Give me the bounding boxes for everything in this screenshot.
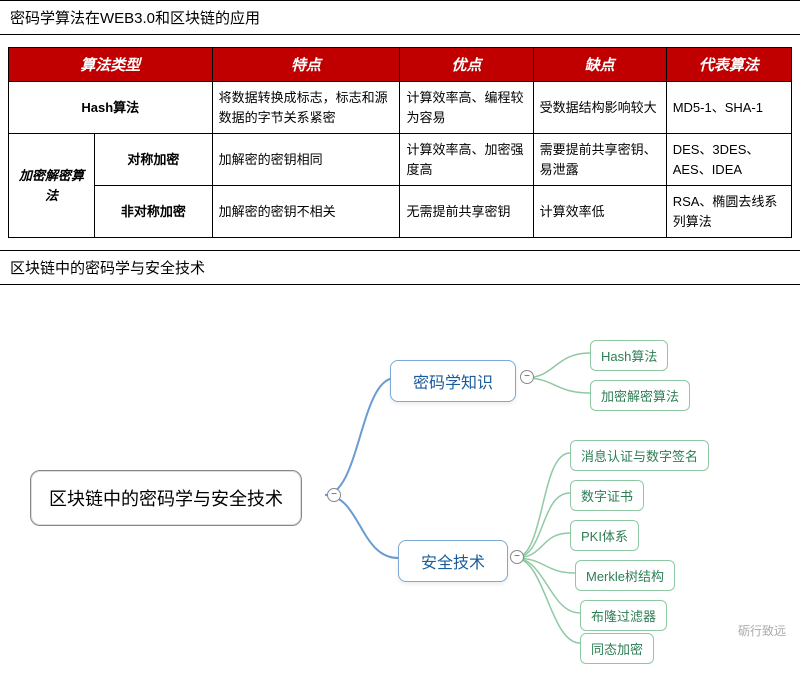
mindmap-leaf: 加密解密算法: [590, 380, 690, 411]
mindmap-leaf: 布隆过滤器: [580, 600, 667, 631]
th-feature: 特点: [212, 48, 400, 82]
mindmap-leaf: 同态加密: [580, 633, 654, 664]
algorithm-table: 算法类型 特点 优点 缺点 代表算法 Hash算法 将数据转换成标志，标志和源数…: [8, 47, 792, 238]
section2-title: 区块链中的密码学与安全技术: [0, 250, 800, 285]
mindmap: 区块链中的密码学与安全技术 − 密码学知识 − 安全技术 − Hash算法 加密…: [0, 285, 800, 645]
algorithm-table-wrap: 算法类型 特点 优点 缺点 代表算法 Hash算法 将数据转换成标志，标志和源数…: [0, 35, 800, 250]
cell-pros: 计算效率高、编程较为容易: [400, 82, 533, 134]
th-cons: 缺点: [533, 48, 666, 82]
cell-feature: 将数据转换成标志，标志和源数据的字节关系紧密: [212, 82, 400, 134]
mindmap-leaf: 消息认证与数字签名: [570, 440, 709, 471]
cell-feature: 加解密的密钥不相关: [212, 186, 400, 238]
cell-cons: 受数据结构影响较大: [533, 82, 666, 134]
mindmap-leaf: Merkle树结构: [575, 560, 675, 591]
toggle-icon[interactable]: −: [520, 370, 534, 384]
table-header-row: 算法类型 特点 优点 缺点 代表算法: [9, 48, 792, 82]
th-examples: 代表算法: [666, 48, 791, 82]
table-row: 非对称加密 加解密的密钥不相关 无需提前共享密钥 计算效率低 RSA、椭圆去线系…: [9, 186, 792, 238]
mindmap-leaf: Hash算法: [590, 340, 668, 371]
watermark-text: 砺行致远: [738, 622, 786, 639]
mindmap-leaf: 数字证书: [570, 480, 644, 511]
mindmap-leaf: PKI体系: [570, 520, 639, 551]
table-row: Hash算法 将数据转换成标志，标志和源数据的字节关系紧密 计算效率高、编程较为…: [9, 82, 792, 134]
cell-type: 非对称加密: [95, 186, 212, 238]
cell-examples: DES、3DES、AES、IDEA: [666, 134, 791, 186]
section1-title: 密码学算法在WEB3.0和区块链的应用: [0, 0, 800, 35]
cell-group: 加密解密算法: [9, 134, 95, 238]
toggle-icon[interactable]: −: [510, 550, 524, 564]
cell-feature: 加解密的密钥相同: [212, 134, 400, 186]
cell-examples: MD5-1、SHA-1: [666, 82, 791, 134]
cell-pros: 无需提前共享密钥: [400, 186, 533, 238]
mindmap-root: 区块链中的密码学与安全技术: [30, 470, 302, 526]
cell-cons: 需要提前共享密钥、易泄露: [533, 134, 666, 186]
mindmap-branch: 密码学知识: [390, 360, 516, 402]
cell-examples: RSA、椭圆去线系列算法: [666, 186, 791, 238]
cell-cons: 计算效率低: [533, 186, 666, 238]
table-row: 加密解密算法 对称加密 加解密的密钥相同 计算效率高、加密强度高 需要提前共享密…: [9, 134, 792, 186]
th-pros: 优点: [400, 48, 533, 82]
cell-type: 对称加密: [95, 134, 212, 186]
th-type: 算法类型: [9, 48, 213, 82]
cell-type: Hash算法: [9, 82, 213, 134]
toggle-icon[interactable]: −: [327, 488, 341, 502]
cell-pros: 计算效率高、加密强度高: [400, 134, 533, 186]
mindmap-branch: 安全技术: [398, 540, 508, 582]
